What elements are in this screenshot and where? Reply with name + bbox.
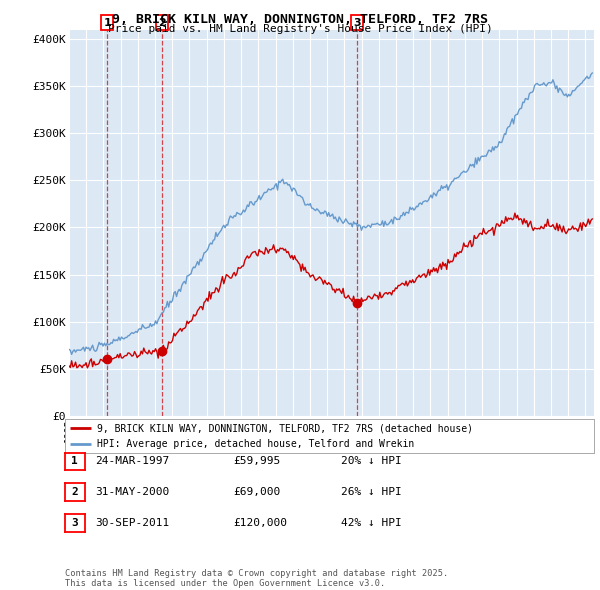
Text: HPI: Average price, detached house, Telford and Wrekin: HPI: Average price, detached house, Telf…: [97, 439, 414, 449]
Text: 42% ↓ HPI: 42% ↓ HPI: [341, 518, 401, 527]
Text: 31-MAY-2000: 31-MAY-2000: [95, 487, 170, 497]
Text: 30-SEP-2011: 30-SEP-2011: [95, 518, 170, 527]
Text: Price paid vs. HM Land Registry's House Price Index (HPI): Price paid vs. HM Land Registry's House …: [107, 24, 493, 34]
Text: 9, BRICK KILN WAY, DONNINGTON, TELFORD, TF2 7RS: 9, BRICK KILN WAY, DONNINGTON, TELFORD, …: [112, 13, 488, 26]
Text: 26% ↓ HPI: 26% ↓ HPI: [341, 487, 401, 497]
Text: 1: 1: [104, 18, 111, 28]
Text: 24-MAR-1997: 24-MAR-1997: [95, 457, 170, 466]
Text: £59,995: £59,995: [233, 457, 280, 466]
Text: 9, BRICK KILN WAY, DONNINGTON, TELFORD, TF2 7RS (detached house): 9, BRICK KILN WAY, DONNINGTON, TELFORD, …: [97, 423, 473, 433]
Text: 3: 3: [353, 18, 361, 28]
Text: £69,000: £69,000: [233, 487, 280, 497]
Text: £120,000: £120,000: [233, 518, 287, 527]
Text: 1: 1: [71, 457, 78, 466]
Text: 20% ↓ HPI: 20% ↓ HPI: [341, 457, 401, 466]
Text: 2: 2: [71, 487, 78, 497]
Text: Contains HM Land Registry data © Crown copyright and database right 2025.
This d: Contains HM Land Registry data © Crown c…: [65, 569, 448, 588]
Text: 2: 2: [158, 18, 166, 28]
Text: 3: 3: [71, 518, 78, 527]
